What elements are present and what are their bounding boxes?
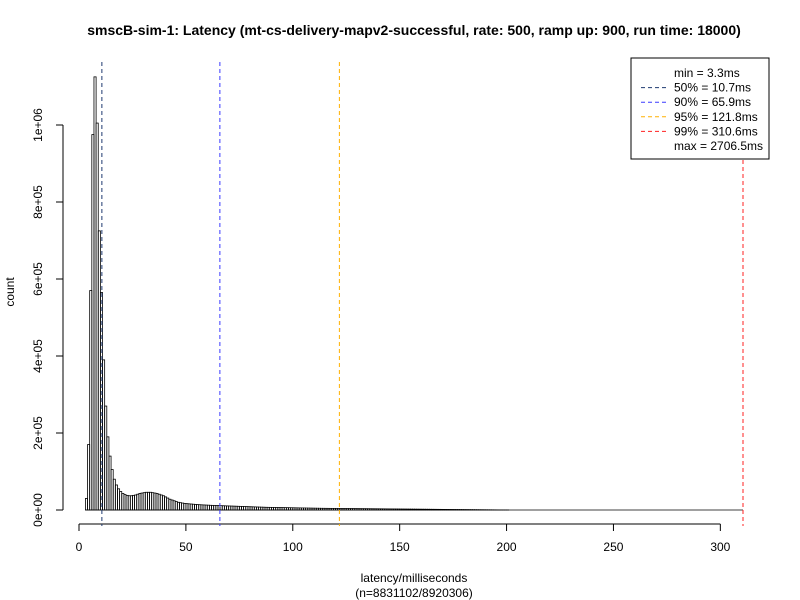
legend-box: [630, 57, 770, 160]
x-tick-label: 300: [710, 540, 730, 554]
y-tick-label: 6e+05: [31, 262, 45, 296]
legend-entry: max = 2706.5ms: [674, 139, 763, 153]
y-tick-label: 8e+05: [31, 185, 45, 219]
y-tick-label: 0e+00: [31, 493, 45, 527]
legend-entry: 50% = 10.7ms: [674, 81, 751, 95]
legend-entry: 90% = 65.9ms: [674, 95, 751, 109]
x-tick-label: 200: [497, 540, 517, 554]
y-tick-label: 2e+05: [31, 416, 45, 450]
legend-entry: min = 3.3ms: [674, 66, 740, 80]
x-axis-label: latency/milliseconds: [361, 571, 468, 585]
legend-entry: 95% = 121.8ms: [674, 110, 758, 124]
y-tick-label: 1e+06: [31, 108, 45, 142]
x-tick-label: 250: [603, 540, 623, 554]
x-tick-label: 0: [76, 540, 83, 554]
chart-title: smscB-sim-1: Latency (mt-cs-delivery-map…: [87, 22, 741, 38]
x-tick-label: 50: [179, 540, 193, 554]
x-tick-label: 100: [283, 540, 303, 554]
x-axis-sample-count: (n=8831102/8920306): [355, 586, 473, 600]
axes: 0 50 100 150 200 250 300 0e+00 2e+05 4e+05 6e+05 8e…: [31, 108, 731, 554]
y-axis-label: count: [3, 277, 17, 307]
y-tick-label: 4e+05: [31, 339, 45, 373]
legend-entry: 99% = 310.6ms: [674, 124, 758, 138]
x-tick-label: 150: [390, 540, 410, 554]
histogram-bars: [85, 76, 743, 511]
